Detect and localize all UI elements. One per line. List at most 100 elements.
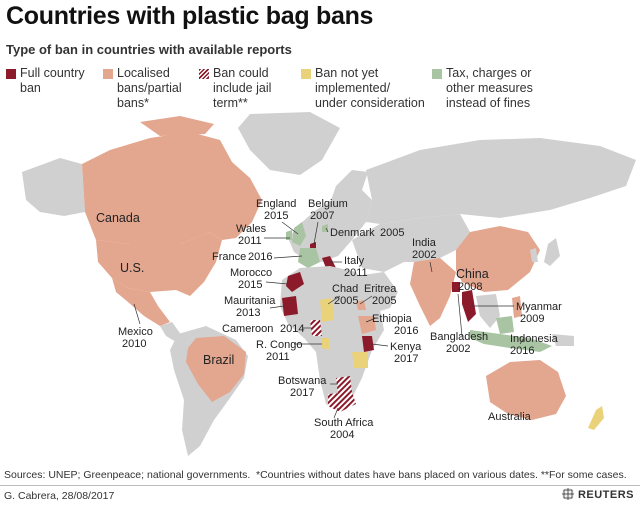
scandinavia-shape: [326, 170, 368, 214]
year-botswana: 2017: [290, 387, 314, 399]
legend-label-partial-ban: Localised bans/partial bans*: [117, 66, 182, 110]
se-asia-shape: [476, 294, 500, 328]
botswana-shape: [336, 376, 352, 394]
label-morocco: Morocco: [230, 267, 272, 279]
philippines-shape: [512, 296, 522, 318]
year-r-congo: 2011: [266, 351, 290, 363]
year-mexico: 2010: [122, 338, 146, 350]
label-bangladesh: Bangladesh: [430, 331, 488, 343]
legend: Full country ban Localised bans/partial …: [0, 66, 640, 116]
year-cameroon: 2014: [280, 323, 304, 335]
year-india: 2002: [412, 249, 436, 261]
year-south-africa: 2004: [330, 429, 354, 441]
year-belgium: 2007: [310, 210, 334, 222]
myanmar-shape: [462, 290, 476, 322]
year-chad: 2005: [334, 295, 358, 307]
label-australia: Australia: [488, 411, 532, 423]
denmark-shape: [322, 224, 328, 232]
label-mexico: Mexico: [118, 326, 153, 338]
label-canada: Canada: [96, 211, 140, 225]
label-belgium: Belgium: [308, 198, 348, 210]
year-china: 2008: [458, 281, 482, 293]
year-mauritania: 2013: [236, 307, 260, 319]
kenya-shape: [362, 336, 374, 352]
label-italy: Italy: [344, 255, 365, 267]
year-italy: 2011: [344, 267, 368, 279]
us-shape: [96, 232, 222, 296]
chad-shape: [320, 298, 334, 322]
label-brazil: Brazil: [203, 353, 234, 367]
label-france: France: [212, 251, 246, 263]
year-myanmar: 2009: [520, 313, 544, 325]
legend-item-full-ban: Full country ban: [6, 66, 85, 96]
label-wales: Wales: [236, 223, 267, 235]
legend-item-partial-ban: Localised bans/partial bans*: [103, 66, 182, 111]
year-denmark: 2005: [380, 227, 404, 239]
japan-shape: [544, 238, 560, 266]
sources-note: Sources: UNEP; Greenpeace; national gove…: [4, 469, 251, 481]
year-england: 2015: [264, 210, 288, 222]
ireland-shape: [286, 230, 292, 240]
india-shape: [410, 258, 456, 326]
canada-shape: [82, 132, 262, 244]
label-chad: Chad: [332, 283, 358, 295]
arctic-islands-shape: [140, 116, 214, 136]
morocco-shape: [286, 272, 304, 292]
year-morocco: 2015: [238, 279, 262, 291]
label-kenya: Kenya: [390, 341, 422, 353]
legend-swatch-jail-term: [199, 69, 209, 79]
legend-swatch-tax: [432, 69, 442, 79]
year-kenya: 2017: [394, 353, 418, 365]
label-us: U.S.: [120, 261, 144, 275]
year-eritrea: 2005: [372, 295, 396, 307]
legend-label-jail-term: Ban could include jail term**: [213, 66, 272, 110]
reuters-logo: REUTERS: [561, 488, 634, 501]
label-indonesia: Indonesia: [510, 333, 559, 345]
legend-label-tax: Tax, charges or other measures instead o…: [446, 66, 533, 110]
cameroon-shape: [310, 320, 322, 336]
label-south-africa: South Africa: [314, 417, 374, 429]
map-subtitle: Type of ban in countries with available …: [6, 42, 292, 57]
label-india: India: [412, 237, 437, 249]
world-map-svg: Canada U.S. Mexico 2010 Brazil England 2…: [22, 112, 636, 456]
year-ethiopia: 2016: [394, 325, 418, 337]
france-shape: [298, 248, 320, 268]
label-myanmar: Myanmar: [516, 301, 562, 313]
mauritania-shape: [282, 296, 298, 316]
map-title: Countries with plastic bag bans: [6, 2, 374, 30]
legend-swatch-partial-ban: [103, 69, 113, 79]
reuters-dots-icon: [561, 488, 574, 500]
legend-item-not-yet: Ban not yet implemented/ under considera…: [301, 66, 425, 111]
china-shape: [456, 226, 540, 292]
congo-shape: [322, 338, 330, 350]
mexico-shape: [112, 278, 170, 326]
footnote: *Countries without dates have bans place…: [256, 469, 627, 481]
label-denmark: Denmark: [330, 227, 375, 239]
label-botswana: Botswana: [278, 375, 327, 387]
south-africa-shape: [328, 392, 356, 412]
year-indonesia: 2016: [510, 345, 534, 357]
australia-shape: [486, 360, 566, 420]
eritrea-shape: [356, 300, 366, 310]
legend-item-tax: Tax, charges or other measures instead o…: [432, 66, 533, 111]
year-wales: 2011: [238, 235, 262, 247]
indonesia-shape: [470, 330, 552, 352]
alaska-shape: [22, 158, 85, 216]
label-cameroon: Cameroon: [222, 323, 273, 335]
reuters-wordmark: REUTERS: [577, 489, 634, 501]
belgium-shape: [310, 242, 316, 248]
year-france: 2016: [248, 251, 272, 263]
label-r-congo: R. Congo: [256, 339, 302, 351]
legend-label-not-yet: Ban not yet implemented/ under considera…: [315, 66, 425, 110]
label-eritrea: Eritrea: [364, 283, 397, 295]
footer-divider: [0, 485, 640, 486]
brazil-shape: [186, 336, 246, 402]
legend-item-jail-term: Ban could include jail term**: [199, 66, 271, 111]
credit-line: G. Cabrera, 28/08/2017: [4, 490, 115, 502]
ethiopia-shape: [358, 316, 376, 334]
tanzania-shape: [352, 352, 368, 368]
label-england: England: [256, 198, 296, 210]
papua-shape: [552, 334, 574, 346]
legend-swatch-full-ban: [6, 69, 16, 79]
label-mauritania: Mauritania: [224, 295, 276, 307]
